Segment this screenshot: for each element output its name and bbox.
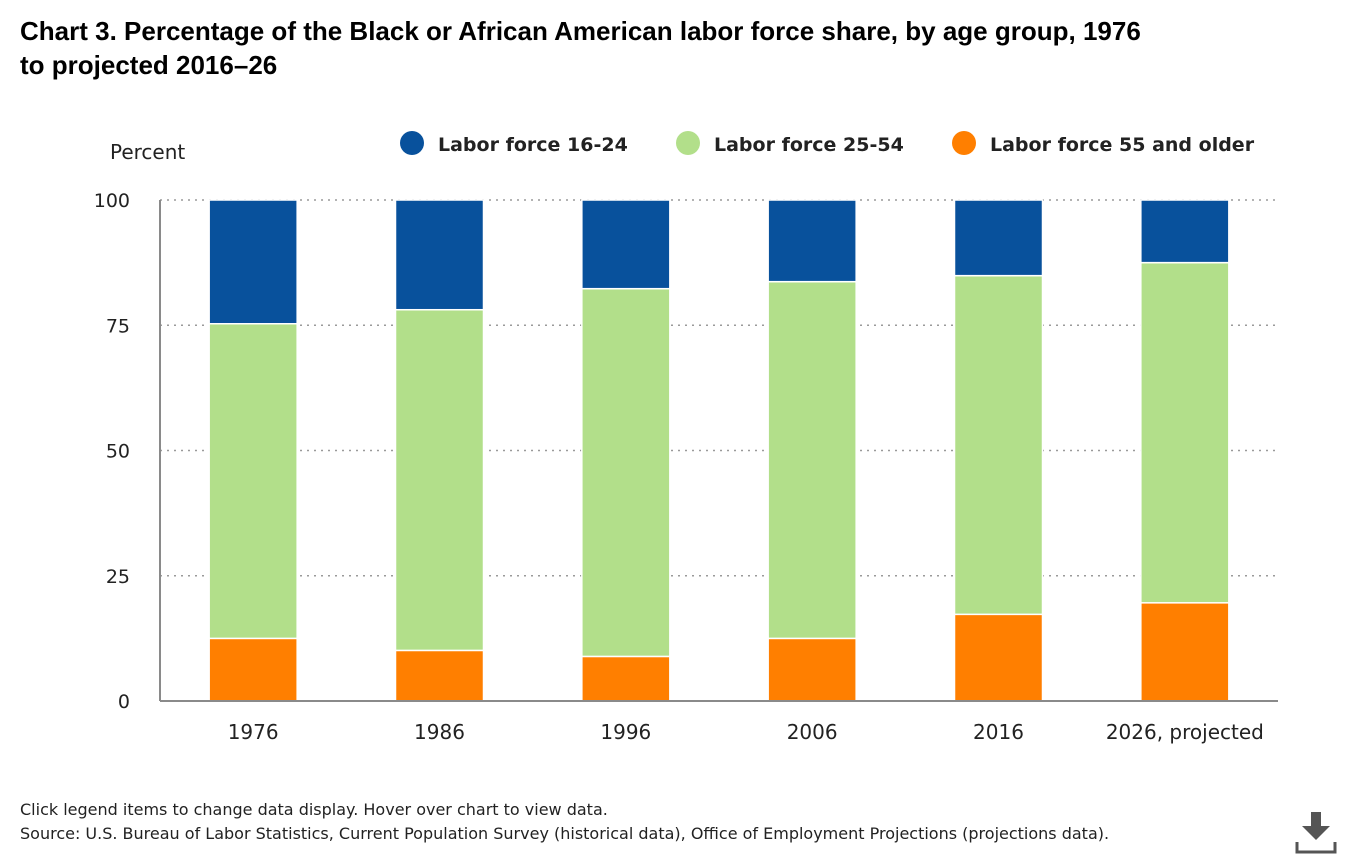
- bar-segment[interactable]: 2006 — Labor force 16-24: 16.3: [767, 199, 857, 283]
- bar-segment[interactable]: 2006 — Labor force 25-54: 71.2: [767, 280, 857, 640]
- bar-segment[interactable]: 1986 — Labor force 25-54: 68: [394, 308, 485, 652]
- y-tick-label: 100: [94, 190, 130, 212]
- bar-segment[interactable]: 1996 — Labor force 55 and older: 8.9: [581, 655, 671, 702]
- x-tick-label: 2006: [787, 720, 838, 744]
- x-tick-label: 1976: [228, 720, 279, 744]
- x-tick-label: 2026, projected: [1106, 720, 1264, 744]
- bar-segment[interactable]: 2026, projected — Labor force 25-54: 67.…: [1140, 261, 1230, 604]
- y-tick-label: 50: [106, 441, 130, 463]
- bar-segment[interactable]: 2016 — Labor force 25-54: 67.6: [953, 274, 1044, 616]
- legend-marker[interactable]: [400, 131, 424, 155]
- bar-segment[interactable]: 1996 — Labor force 16-24: 17.7: [581, 199, 671, 290]
- interaction-note: Click legend items to change data displa…: [20, 800, 608, 819]
- x-tick-label: 1996: [600, 720, 651, 744]
- download-button[interactable]: [1294, 810, 1338, 854]
- x-tick-label: 1986: [414, 720, 465, 744]
- chart-title-line-1: Chart 3. Percentage of the Black or Afri…: [20, 16, 1141, 46]
- bar-segment[interactable]: 1976 — Labor force 16-24: 24.7: [208, 199, 298, 325]
- bar-segment[interactable]: 2006 — Labor force 55 and older: 12.5: [767, 637, 857, 702]
- y-tick-label: 25: [106, 566, 130, 588]
- chart-title: Chart 3. Percentage of the Black or Afri…: [20, 14, 1280, 82]
- x-tick-label: 2016: [973, 720, 1024, 744]
- bar-segment[interactable]: 2026, projected — Labor force 55 and old…: [1140, 602, 1230, 702]
- bar-segment[interactable]: 1986 — Labor force 16-24: 21.9: [394, 199, 485, 311]
- bar-segment[interactable]: 2016 — Labor force 16-24: 15.1: [953, 199, 1044, 277]
- bar-segment[interactable]: 1986 — Labor force 55 and older: 10.1: [394, 649, 485, 702]
- legend-item-label[interactable]: Labor force 16-24: [438, 134, 628, 156]
- bar-segment[interactable]: 2016 — Labor force 55 and older: 17.3: [953, 613, 1044, 702]
- source-note: Source: U.S. Bureau of Labor Statistics,…: [20, 824, 1110, 843]
- chart-notes: Click legend items to change data displa…: [20, 798, 1109, 846]
- download-icon: [1295, 812, 1337, 854]
- legend-item-label[interactable]: Labor force 55 and older: [990, 134, 1255, 156]
- y-axis-label: Percent: [110, 140, 185, 164]
- legend-marker[interactable]: [676, 131, 700, 155]
- bar-segment[interactable]: 1976 — Labor force 25-54: 62.8: [208, 322, 298, 640]
- bar-segment[interactable]: 2026, projected — Labor force 16-24: 12.…: [1140, 199, 1230, 264]
- bar-segment[interactable]: 1976 — Labor force 55 and older: 12.5: [208, 637, 298, 702]
- legend-marker[interactable]: [952, 131, 976, 155]
- chart-title-line-2: to projected 2016–26: [20, 50, 278, 80]
- stacked-bar-chart[interactable]: 0 25 50 75 100 Percent 1976 — Labor force 55 a…: [0, 0, 1360, 790]
- bar-segment[interactable]: 1996 — Labor force 25-54: 73.4: [581, 287, 671, 658]
- y-tick-label: 75: [106, 315, 130, 337]
- legend-item-label[interactable]: Labor force 25-54: [714, 134, 904, 156]
- y-tick-label: 0: [118, 691, 130, 713]
